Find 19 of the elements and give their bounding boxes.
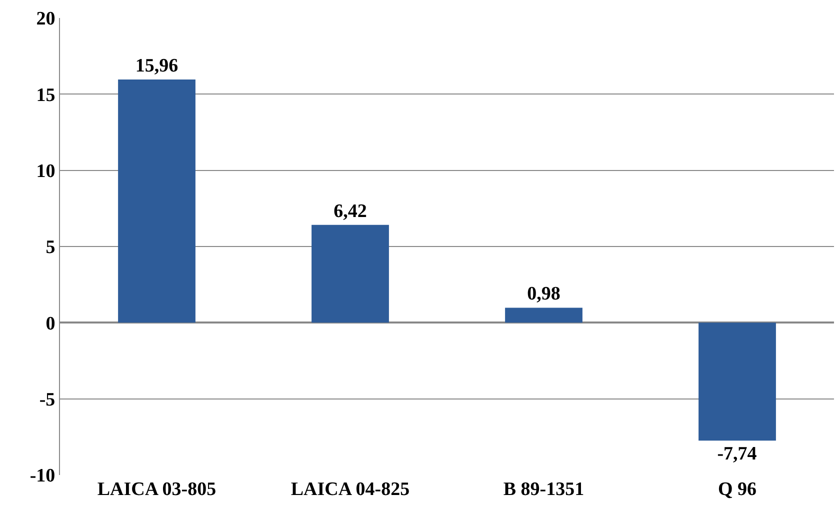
y-tick-label: -10 (30, 466, 56, 487)
data-label: 0,98 (527, 284, 560, 305)
y-tick-label: 10 (36, 160, 56, 182)
y-tick-label: 5 (46, 237, 56, 258)
y-tick-label: -5 (39, 389, 56, 410)
y-tick-label: 15 (36, 84, 56, 106)
x-tick-label: Q 96 (718, 479, 757, 500)
data-label: 6,42 (334, 200, 367, 222)
bar (118, 80, 196, 323)
y-tick-label: 20 (36, 8, 56, 30)
bar (698, 322, 776, 441)
bar (312, 224, 389, 323)
bar (505, 308, 582, 323)
x-tick-label: B 89-1351 (503, 479, 584, 500)
x-tick-label: LAICA 03-805 (97, 479, 216, 500)
y-tick-label: 0 (46, 313, 56, 334)
data-label: 15,96 (135, 56, 178, 77)
data-label: -7,74 (717, 444, 758, 465)
x-tick-label: LAICA 04-825 (290, 479, 410, 500)
